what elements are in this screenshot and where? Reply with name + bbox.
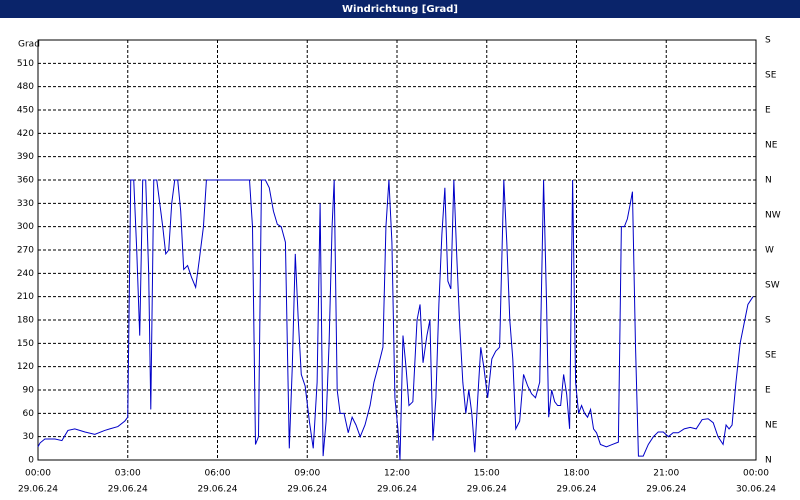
x-tick-date: 29.06.24: [646, 485, 686, 495]
y-tick-label: 480: [17, 82, 34, 92]
x-tick-label: 21:00: [653, 469, 679, 479]
y2-tick-label: S: [765, 316, 771, 326]
y-tick-label: 240: [17, 269, 34, 279]
x-tick-date: 29.06.24: [556, 485, 596, 495]
x-tick-date: 30.06.24: [736, 485, 776, 495]
title-bar: [0, 0, 800, 18]
y2-tick-label: N: [765, 456, 772, 466]
x-tick-date: 29.06.24: [377, 485, 417, 495]
x-tick-label: 18:00: [564, 469, 590, 479]
y2-tick-label: W: [765, 246, 774, 256]
y-tick-label: 60: [23, 409, 35, 419]
x-tick-label: 00:00: [743, 469, 769, 479]
x-tick-label: 00:00: [25, 469, 51, 479]
x-tick-label: 12:00: [384, 469, 410, 479]
y-tick-label: 300: [17, 222, 34, 232]
y2-tick-label: SE: [765, 351, 777, 361]
x-tick-label: 09:00: [294, 469, 320, 479]
y-tick-label: 210: [17, 292, 34, 302]
y-tick-label: 90: [23, 386, 35, 396]
y-tick-label: 390: [17, 152, 34, 162]
y2-tick-label: N: [765, 176, 772, 186]
y2-tick-label: SE: [765, 71, 777, 81]
y-tick-label: 330: [17, 199, 34, 209]
y-axis-label: Grad: [18, 40, 40, 50]
x-tick-date: 29.06.24: [18, 485, 58, 495]
y-tick-label: 450: [17, 106, 34, 116]
y-tick-label: 0: [28, 456, 34, 466]
y2-tick-label: SW: [765, 281, 780, 291]
x-tick-label: 06:00: [205, 469, 231, 479]
y2-tick-label: NE: [765, 141, 778, 151]
y-tick-label: 180: [17, 316, 34, 326]
y-tick-label: 150: [17, 339, 34, 349]
y-tick-label: 270: [17, 246, 34, 256]
x-tick-date: 29.06.24: [108, 485, 148, 495]
y2-tick-label: E: [765, 386, 771, 396]
y-tick-label: 120: [17, 362, 34, 372]
x-tick-label: 03:00: [115, 469, 141, 479]
x-tick-label: 15:00: [474, 469, 500, 479]
x-tick-date: 29.06.24: [287, 485, 327, 495]
y2-tick-label: E: [765, 106, 771, 116]
y2-tick-label: S: [765, 36, 771, 46]
y2-tick-label: NE: [765, 421, 778, 431]
y-tick-label: 360: [17, 176, 34, 186]
data-line: [37, 179, 754, 461]
chart-title: Windrichtung [Grad]: [342, 4, 458, 15]
y-tick-label: 30: [23, 432, 35, 442]
x-tick-date: 29.06.24: [467, 485, 507, 495]
y-tick-label: 420: [17, 129, 34, 139]
y2-tick-label: NW: [765, 211, 781, 221]
x-tick-date: 29.06.24: [197, 485, 237, 495]
y-tick-label: 510: [17, 59, 34, 69]
